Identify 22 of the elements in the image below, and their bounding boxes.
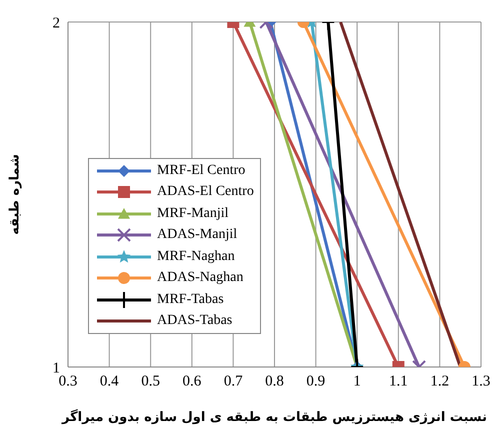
- x-tick-label: 1: [353, 374, 361, 390]
- x-tick-label: 0.3: [58, 374, 78, 390]
- legend-label: ADAS-Tabas: [157, 313, 232, 330]
- x-tick-label: 0.8: [265, 374, 284, 390]
- legend-label: ADAS-Manjil: [157, 227, 238, 244]
- x-tick-label: 1.2: [430, 374, 450, 390]
- y-axis-title: شماره طبقه: [8, 154, 23, 235]
- legend-label: ADAS-Naghan: [157, 270, 244, 286]
- legend-label: ADAS-El Centro: [157, 184, 254, 200]
- legend-label: MRF-El Centro: [157, 162, 246, 179]
- x-tick-label: 0.6: [182, 374, 202, 390]
- x-tick-label: 1.3: [472, 374, 490, 390]
- x-tick-label: 0.4: [100, 374, 120, 390]
- legend-label: MRF-Tabas: [157, 292, 224, 308]
- x-tick-label: 1.1: [389, 374, 408, 390]
- x-tick-label: 0.5: [141, 374, 160, 390]
- y-tick-label: 2: [52, 15, 60, 32]
- x-tick-label: 0.9: [306, 374, 326, 390]
- x-axis-title: نسبت انرژی هیسترزیس طبقات به طبقه ی اول سازه بدون میراگر: [60, 409, 488, 425]
- x-tick-label: 0.7: [224, 374, 244, 390]
- legend-label: MRF-Naghan: [157, 248, 235, 265]
- legend-label: MRF-Manjil: [157, 206, 229, 222]
